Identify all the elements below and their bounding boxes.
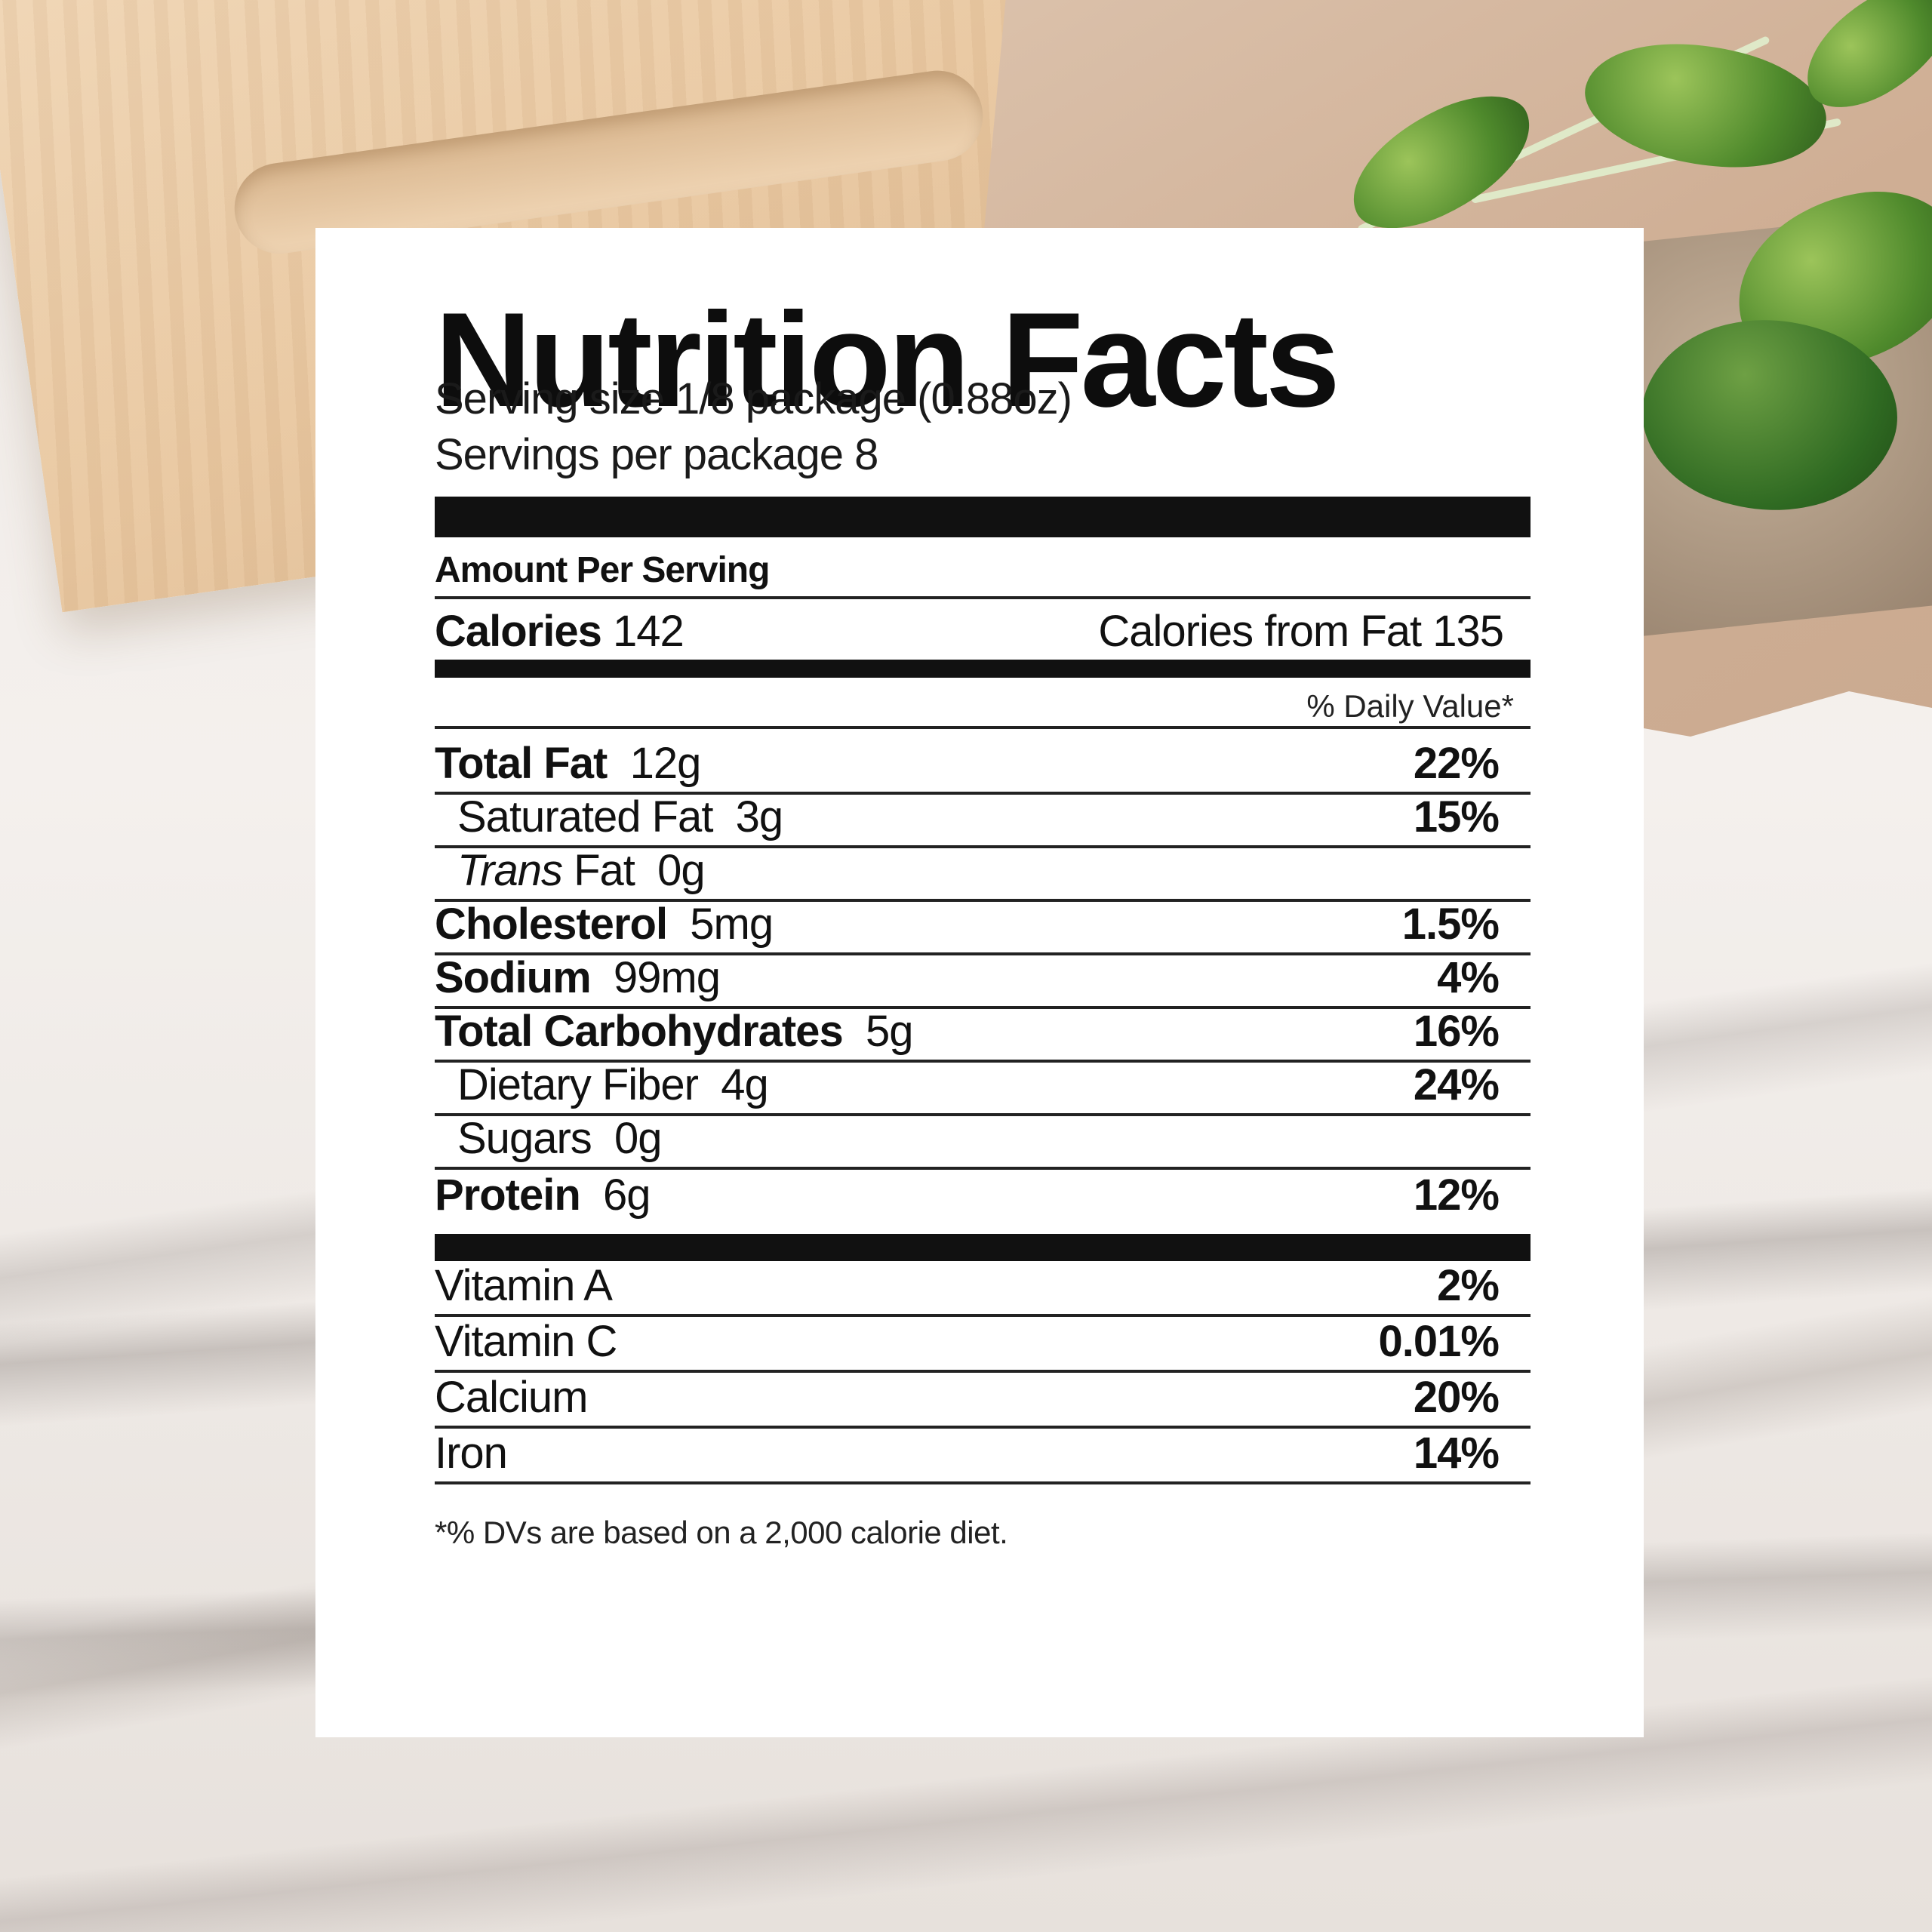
nutrient-amount: 0g bbox=[657, 846, 706, 895]
nutrient-row-sodium: Sodium 99mg 4% bbox=[435, 953, 1531, 1009]
calories-label: Calories bbox=[435, 607, 602, 656]
nutrient-row-dietary-fiber: Dietary Fiber 4g 24% bbox=[435, 1060, 1531, 1116]
nutrient-percent: 15% bbox=[1413, 792, 1500, 841]
vitamin-percent: 14% bbox=[1413, 1429, 1500, 1478]
nutrient-amount: 12g bbox=[629, 739, 702, 788]
nutrient-percent: 16% bbox=[1413, 1007, 1500, 1056]
vitamin-percent: 0.01% bbox=[1378, 1317, 1500, 1366]
nutrient-amount: 4g bbox=[721, 1060, 769, 1109]
label-title: Nutrition Facts bbox=[435, 285, 1340, 435]
nutrient-label: Sugars bbox=[457, 1114, 592, 1163]
nutrient-amount: 99mg bbox=[613, 953, 721, 1002]
nutrient-label: Cholesterol bbox=[435, 900, 668, 949]
vitamin-row-calcium: Calcium 20% bbox=[435, 1373, 1531, 1429]
calories-row: Calories 142 Calories from Fat 135 bbox=[435, 599, 1531, 660]
nutrient-label: Total Carbohydrates bbox=[435, 1007, 844, 1056]
nutrient-amount: 5mg bbox=[690, 900, 774, 949]
nutrient-amount: 6g bbox=[603, 1171, 651, 1220]
medium-divider bbox=[435, 660, 1531, 678]
nutrient-label-italic: Trans bbox=[457, 846, 563, 895]
vitamin-row-c: Vitamin C 0.01% bbox=[435, 1317, 1531, 1373]
nutrient-row-total-carbohydrates: Total Carbohydrates 5g 16% bbox=[435, 1007, 1531, 1063]
nutrient-percent: 24% bbox=[1413, 1060, 1500, 1109]
nutrient-amount: 0g bbox=[614, 1114, 663, 1163]
nutrient-percent: 12% bbox=[1413, 1171, 1500, 1220]
vitamin-row-iron: Iron 14% bbox=[435, 1429, 1531, 1484]
vitamin-label: Iron bbox=[435, 1429, 508, 1478]
footnote: *% DVs are based on a 2,000 calorie diet… bbox=[435, 1515, 1008, 1550]
nutrient-amount: 5g bbox=[865, 1007, 914, 1056]
thick-divider bbox=[435, 1234, 1531, 1261]
thick-divider bbox=[435, 497, 1531, 537]
nutrient-percent: 4% bbox=[1437, 953, 1500, 1002]
nutrient-label: Dietary Fiber bbox=[457, 1060, 699, 1109]
vitamin-label: Calcium bbox=[435, 1373, 588, 1422]
nutrient-row-sugars: Sugars 0g bbox=[435, 1114, 1531, 1170]
nutrient-label: Total Fat bbox=[435, 739, 608, 788]
nutrient-row-cholesterol: Cholesterol 5mg 1.5% bbox=[435, 900, 1531, 955]
nutrient-row-trans-fat: Trans Fat 0g bbox=[435, 846, 1531, 902]
amount-per-serving: Amount Per Serving bbox=[435, 537, 1531, 599]
daily-value-header: % Daily Value* bbox=[435, 678, 1531, 729]
nutrient-label: Fat bbox=[574, 846, 635, 895]
vitamin-label: Vitamin C bbox=[435, 1317, 617, 1366]
nutrient-row-saturated-fat: Saturated Fat 3g 15% bbox=[435, 792, 1531, 848]
nutrient-percent: 22% bbox=[1413, 739, 1500, 788]
nutrient-row-total-fat: Total Fat 12g 22% bbox=[435, 739, 1531, 795]
nutrition-label: Nutrition Facts Serving size 1/8 package… bbox=[315, 228, 1644, 1737]
vitamin-label: Vitamin A bbox=[435, 1261, 613, 1310]
serving-size: Serving size 1/8 package (0.88oz) bbox=[435, 374, 1072, 423]
servings-per-package: Servings per package 8 bbox=[435, 430, 878, 479]
nutrient-percent: 1.5% bbox=[1401, 900, 1500, 949]
calories-value: 142 bbox=[613, 607, 685, 656]
vitamin-percent: 20% bbox=[1413, 1373, 1500, 1422]
nutrient-label: Sodium bbox=[435, 953, 592, 1002]
nutrient-label: Saturated Fat bbox=[457, 792, 713, 841]
nutrient-label: Protein bbox=[435, 1171, 581, 1220]
vitamin-row-a: Vitamin A 2% bbox=[435, 1261, 1531, 1317]
vitamin-percent: 2% bbox=[1437, 1261, 1500, 1310]
calories-from-fat: Calories from Fat 135 bbox=[1098, 607, 1504, 656]
nutrient-amount: 3g bbox=[735, 792, 784, 841]
nutrient-row-protein: Protein 6g 12% bbox=[435, 1170, 1531, 1223]
